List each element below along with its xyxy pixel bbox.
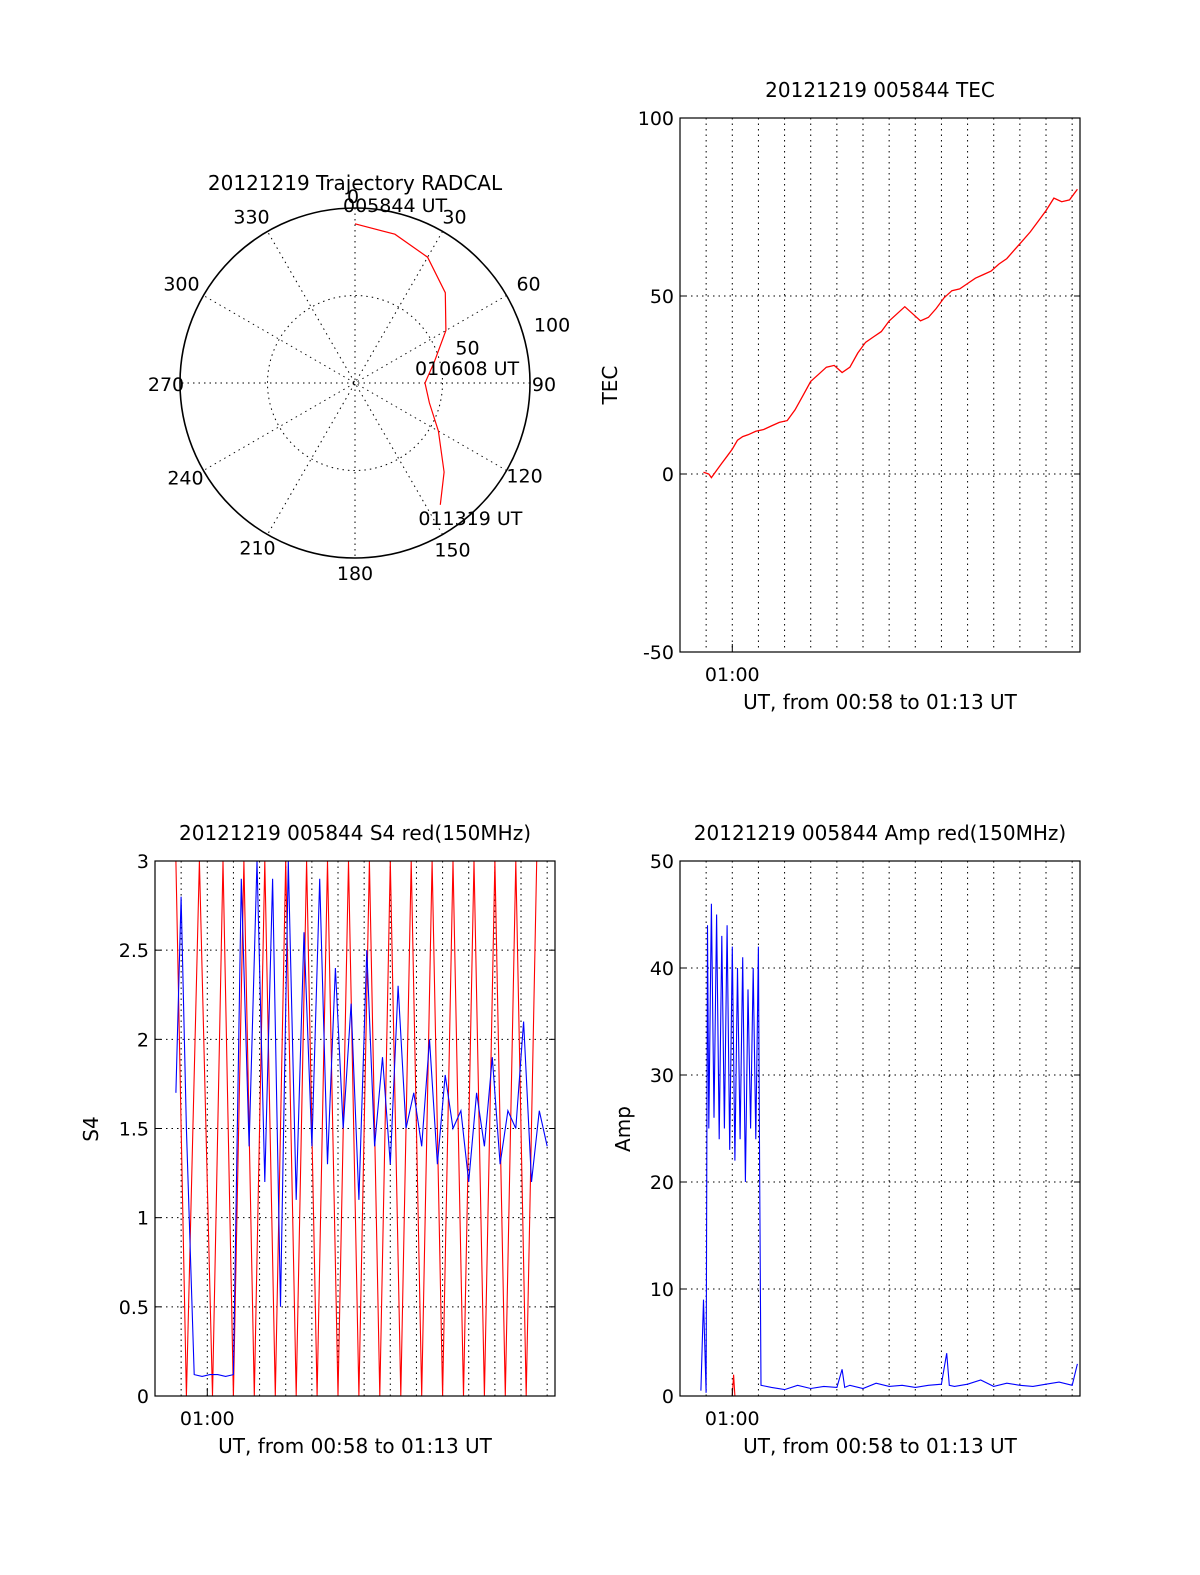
tec-panel: 20121219 005844 TEC UT, from 00:58 to 01… [598,78,1081,714]
amp-title: 20121219 005844 Amp red(150MHz) [694,821,1066,845]
polar-spoke-line [203,295,507,471]
trajectory-polar-plot: 20121219 Trajectory RADCAL 0 30 60 90 120 150… [148,171,570,585]
s4-grid [155,861,555,1396]
tec-title: 20121219 005844 TEC [765,78,995,102]
polar-angle-label: 270 [148,374,184,396]
tec-ytick-label: -50 [643,642,674,664]
polar-spokes [180,208,530,558]
tec-series-0 [703,188,1078,479]
polar-spoke-line [267,231,443,535]
s4-frame [154,860,556,1397]
s4-ytick-label: 2.5 [119,940,149,962]
amp-frame [679,860,1081,1397]
s4-ytick-label: 1 [137,1208,149,1230]
polar-angle-label: 330 [233,206,269,228]
trajectory-time-label: 005844 UT [343,195,447,217]
polar-angle-label: 30 [442,206,466,228]
polar-angle-label: 0 [347,186,359,208]
amp-ytick-label: 50 [650,851,674,873]
tec-ytick-label: 0 [662,464,674,486]
amp-xtick-label: 01:00 [705,1408,760,1430]
trajectory-time-label: 010608 UT [415,358,519,380]
polar-radius-label: 50 [455,337,479,359]
amp-xlabel: UT, from 00:58 to 01:13 UT [743,1434,1018,1458]
polar-spoke-line [203,295,507,471]
polar-outer-ring [179,207,531,559]
s4-ytick-label: 1.5 [119,1119,149,1141]
polar-angle-label: 180 [337,563,373,585]
polar-angle-label: 240 [167,468,203,490]
s4-ytick-label: 0.5 [119,1297,149,1319]
amp-panel: 20121219 005844 Amp red(150MHz) UT, from… [611,821,1081,1458]
s4-ytick-label: 3 [137,851,149,873]
s4-xlabel: UT, from 00:58 to 01:13 UT [218,1434,493,1458]
tec-xtick-label: 01:00 [705,664,760,686]
amp-ytick-label: 40 [650,958,674,980]
s4-ytick-label: 2 [137,1029,149,1051]
s4-xtick-label: 01:00 [180,1408,235,1430]
amp-ytick-label: 30 [650,1065,674,1087]
amp-ytick-label: 10 [650,1279,674,1301]
polar-ring-50 [267,295,443,471]
s4-ytick-label: 0 [137,1386,149,1408]
amp-series-0 [700,903,1078,1393]
tec-ytick-label: 50 [650,286,674,308]
amp-ytick-label: 0 [662,1386,674,1408]
polar-radius-label: 100 [534,315,570,337]
trajectory-time-label: 011319 UT [418,508,522,530]
tec-ytick-label: 100 [638,108,674,130]
polar-angle-label: 210 [239,538,275,560]
tec-grid [680,118,1080,652]
tec-frame [679,117,1081,653]
polar-spoke-line [267,231,443,535]
polar-title: 20121219 Trajectory RADCAL [208,171,503,195]
s4-series-1 [175,860,548,1377]
polar-angle-label: 300 [163,274,199,296]
s4-ylabel: S4 [79,1116,103,1141]
polar-angle-label: 90 [532,374,556,396]
amp-ytick-label: 20 [650,1172,674,1194]
tec-ylabel: TEC [598,366,622,406]
trajectory-line [354,223,447,505]
polar-angle-label: 150 [434,540,470,562]
polar-angle-label: 120 [506,466,542,488]
tec-xlabel: UT, from 00:58 to 01:13 UT [743,690,1018,714]
s4-panel: 20121219 005844 S4 red(150MHz) UT, from … [79,821,556,1458]
polar-angle-label: 60 [516,274,540,296]
amp-ylabel: Amp [611,1106,635,1152]
s4-title: 20121219 005844 S4 red(150MHz) [179,821,531,845]
